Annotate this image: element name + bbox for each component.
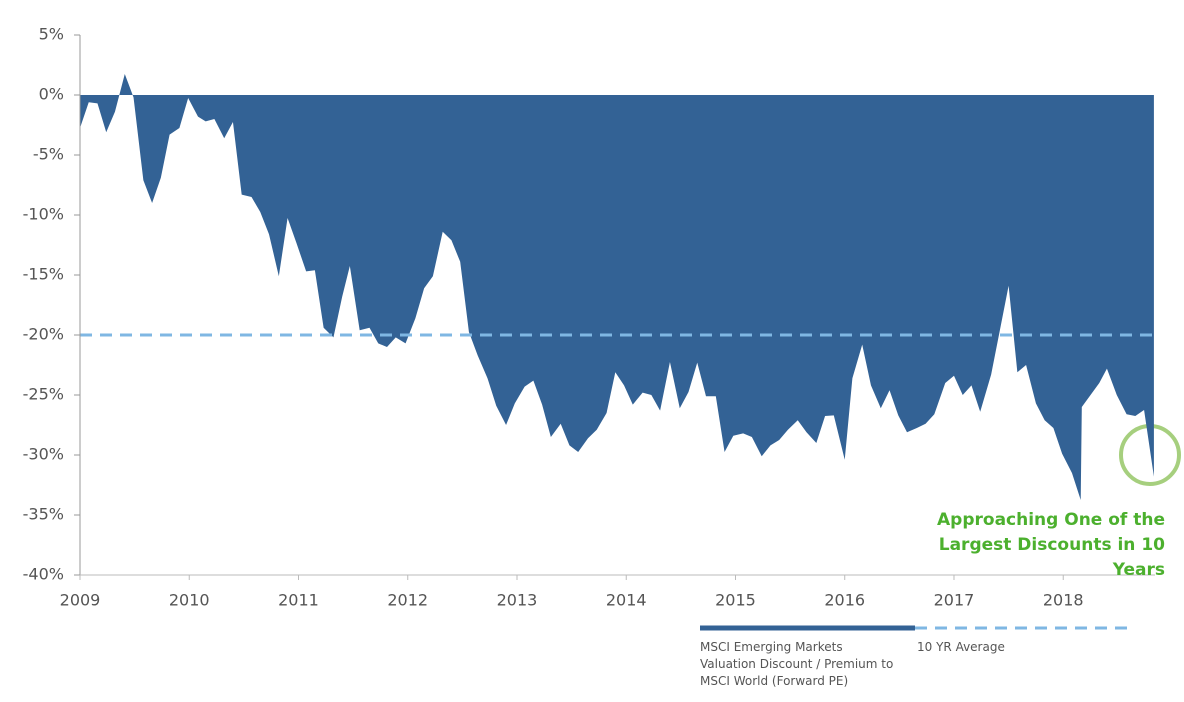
y-tick-label: -10%	[23, 205, 64, 224]
y-tick-label: -40%	[23, 565, 64, 584]
x-tick-label: 2015	[715, 591, 756, 610]
x-tick-label: 2009	[60, 591, 101, 610]
x-tick-label: 2011	[278, 591, 319, 610]
y-tick-label: -20%	[23, 325, 64, 344]
x-tick-label: 2018	[1043, 591, 1084, 610]
y-tick-label: -25%	[23, 385, 64, 404]
area	[80, 74, 1154, 500]
y-tick-label: 5%	[39, 25, 64, 44]
legend-label: 10 YR Average	[917, 640, 1005, 654]
x-tick-label: 2013	[497, 591, 538, 610]
x-tick-label: 2010	[169, 591, 210, 610]
legend-label: MSCI Emerging Markets Valuation Discount…	[700, 640, 894, 688]
x-tick-label: 2014	[606, 591, 647, 610]
x-tick-label: 2017	[934, 591, 975, 610]
x-tick-label: 2012	[387, 591, 428, 610]
x-tick-label: 2016	[824, 591, 865, 610]
y-tick-label: -35%	[23, 505, 64, 524]
annotation: Approaching One of the Largest Discounts…	[937, 510, 1165, 580]
y-tick-label: 0%	[39, 85, 64, 104]
y-tick-label: -5%	[33, 145, 64, 164]
y-tick-label: -15%	[23, 265, 64, 284]
y-tick-label: -30%	[23, 445, 64, 464]
